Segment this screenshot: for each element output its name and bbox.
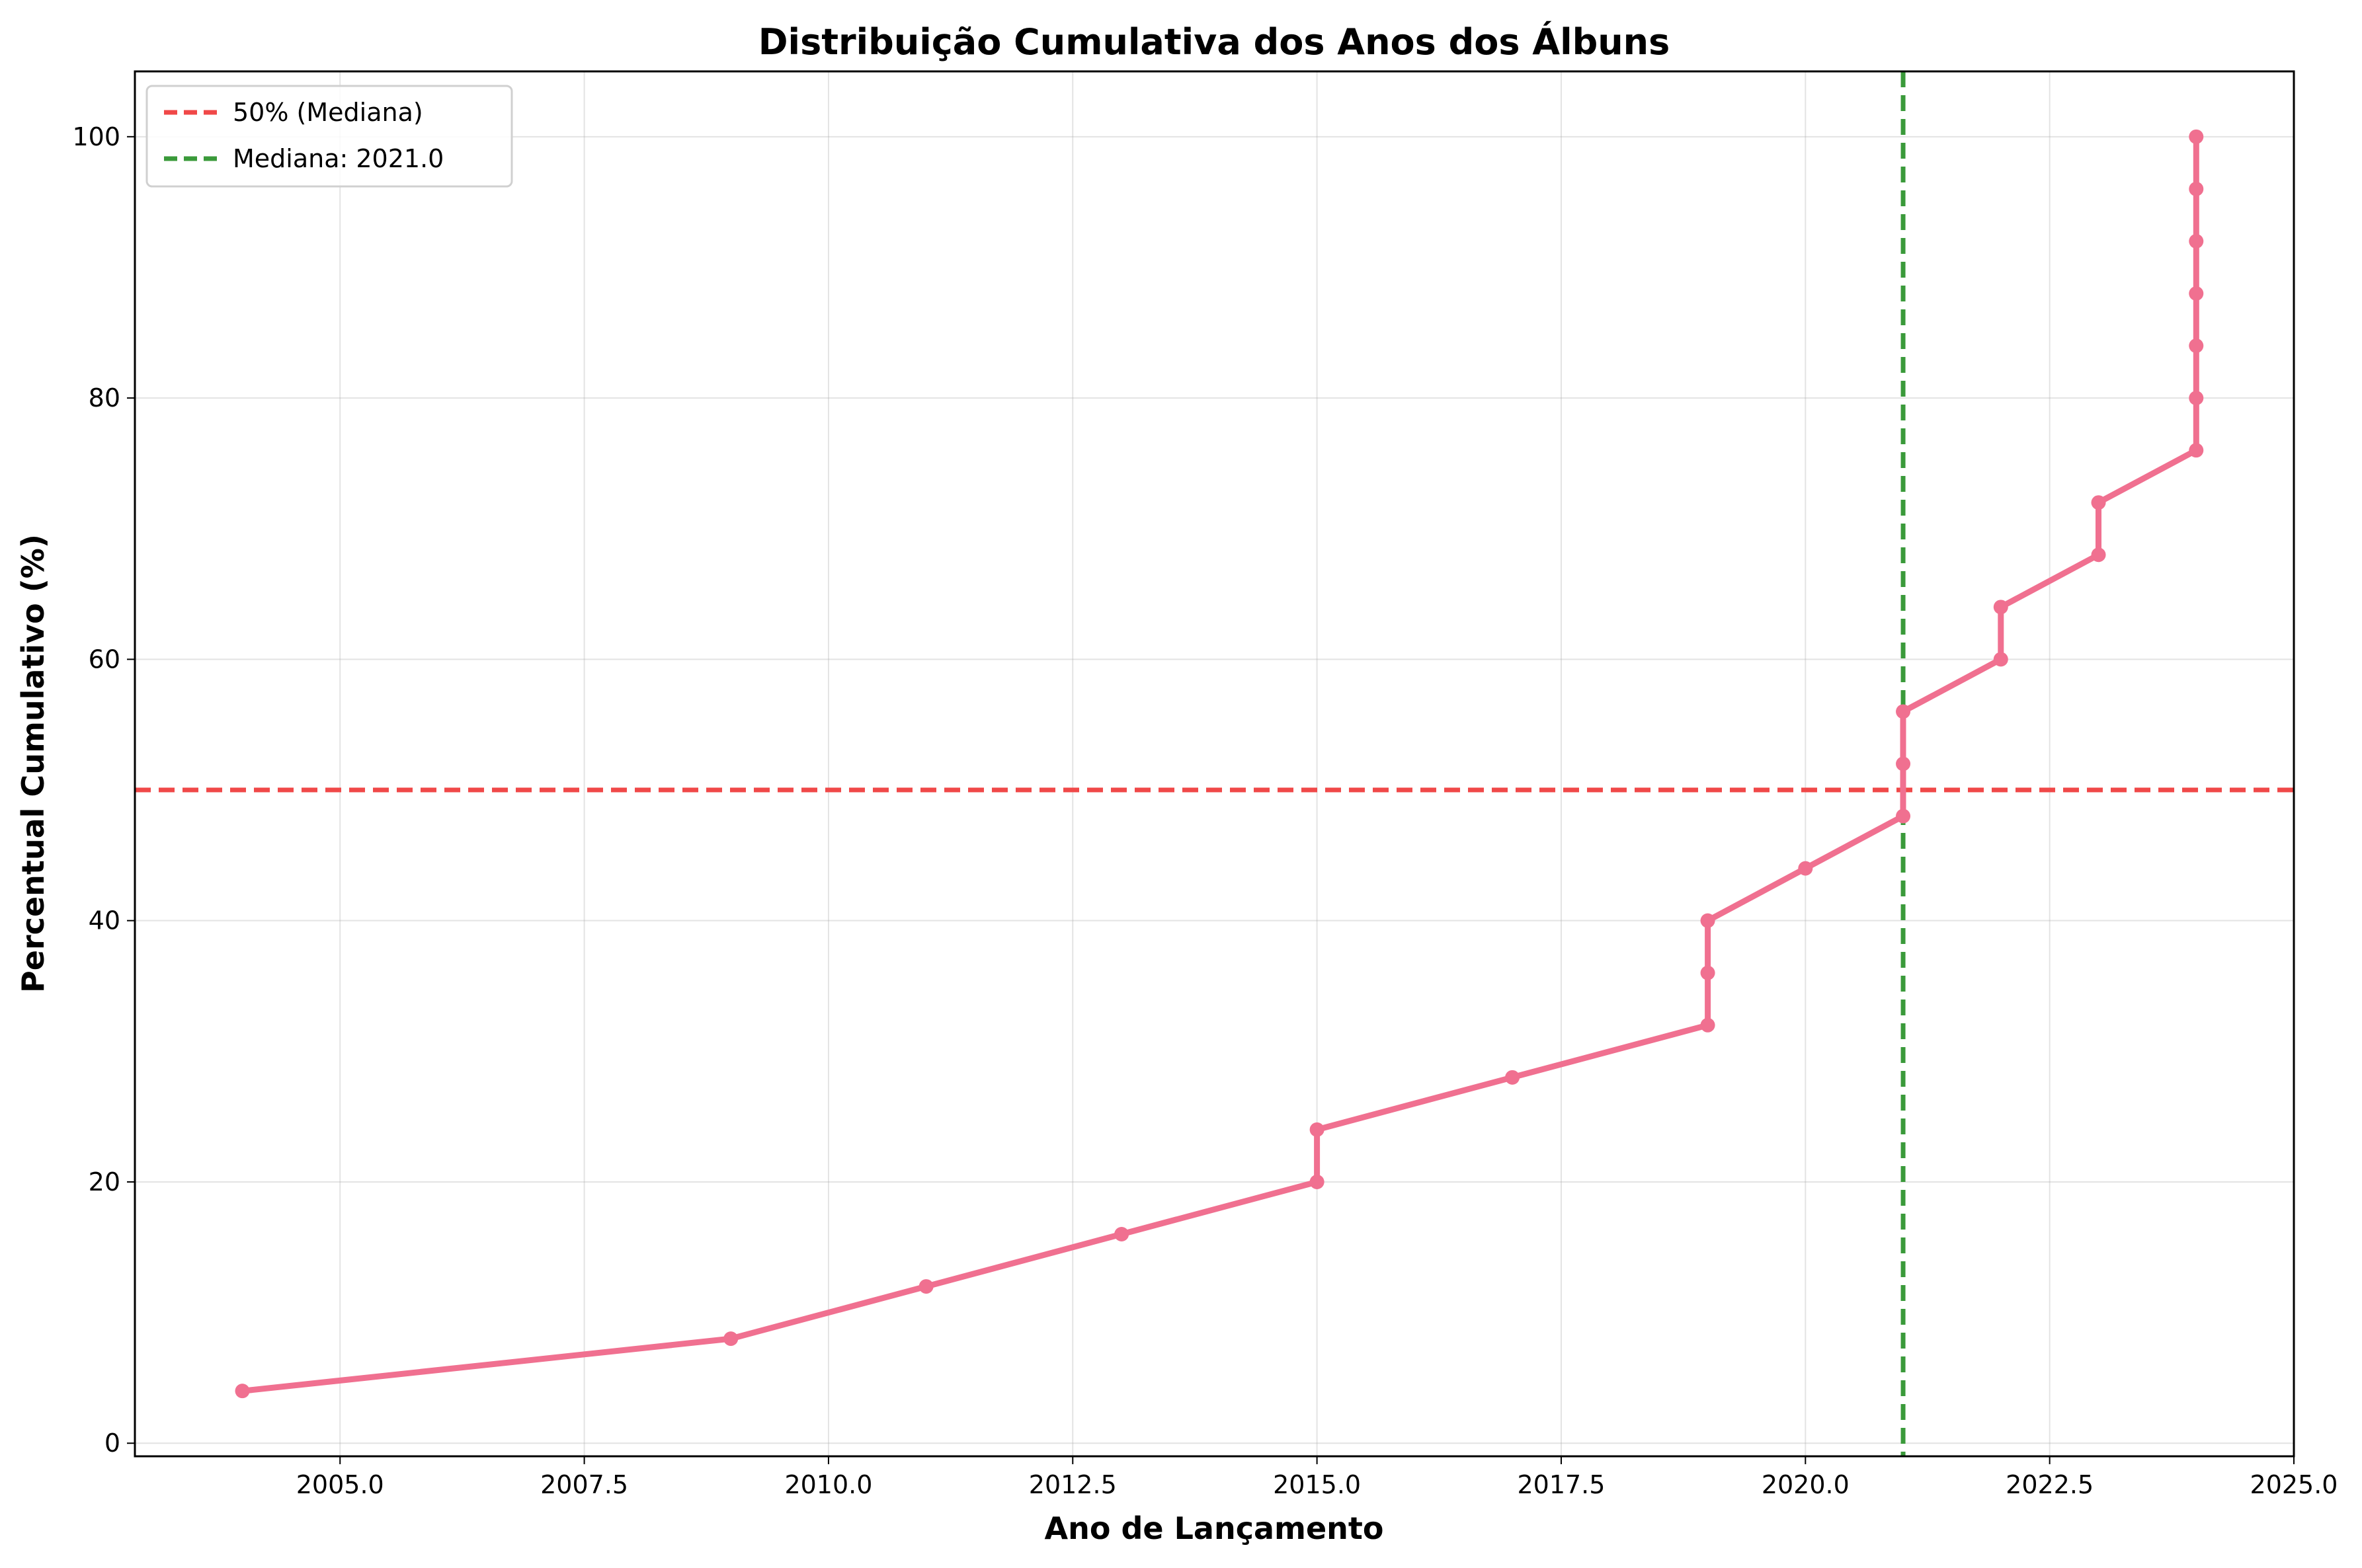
data-point: [1700, 965, 1715, 980]
y-tick-label: 100: [72, 122, 120, 151]
data-point: [1896, 756, 1911, 771]
x-tick-label: 2007.5: [540, 1470, 628, 1499]
data-point: [235, 1384, 250, 1399]
data-point: [1798, 861, 1813, 876]
y-tick-label: 0: [104, 1429, 120, 1458]
legend-box: [145, 85, 513, 188]
x-tick-label: 2005.0: [296, 1470, 384, 1499]
data-point: [1993, 652, 2008, 667]
data-point: [2091, 495, 2106, 510]
data-point: [1309, 1174, 1324, 1189]
grid-layer: [135, 71, 2295, 1456]
data-point: [1309, 1122, 1324, 1137]
legend-label-vertical-median: Mediana: 2021.0: [233, 144, 444, 173]
data-point: [1700, 1017, 1715, 1033]
data-point: [1993, 600, 2008, 615]
x-tick-label: 2010.0: [784, 1470, 872, 1499]
data-point: [2189, 129, 2204, 144]
y-tick-label: 20: [89, 1167, 120, 1196]
legend: 50% (Mediana) Mediana: 2021.0: [145, 85, 513, 188]
series-layer: [235, 129, 2204, 1399]
data-point: [1505, 1070, 1520, 1085]
data-point: [2189, 338, 2204, 354]
data-point: [2189, 391, 2204, 406]
data-point: [2189, 181, 2204, 196]
x-tick-label: 2017.5: [1517, 1470, 1605, 1499]
x-axis: 2005.0 2007.5 2010.0 2012.5 2015.0 2017.5 2020…: [296, 1456, 2338, 1499]
data-point: [2091, 547, 2106, 563]
data-point: [723, 1331, 739, 1347]
x-tick-label: 2020.0: [1762, 1470, 1850, 1499]
x-tick-label: 2025.0: [2250, 1470, 2338, 1499]
data-point: [1700, 913, 1715, 928]
data-point: [2189, 233, 2204, 249]
x-tick-label: 2015.0: [1273, 1470, 1361, 1499]
y-axis-label: Percentual Cumulativo (%): [15, 534, 51, 993]
data-point: [2189, 286, 2204, 301]
x-axis-label: Ano de Lançamento: [1045, 1510, 1384, 1546]
chart-title: Distribuição Cumulativa dos Anos dos Álb…: [758, 21, 1670, 63]
y-axis: 0 20 40 60 80 100: [72, 122, 135, 1458]
data-point: [2189, 443, 2204, 458]
data-point: [1896, 704, 1911, 719]
x-tick-label: 2022.5: [2006, 1470, 2094, 1499]
y-tick-label: 80: [89, 383, 120, 412]
y-tick-label: 40: [89, 906, 120, 935]
data-point: [918, 1279, 934, 1294]
reference-lines: [135, 71, 2294, 1456]
x-tick-label: 2012.5: [1029, 1470, 1117, 1499]
plot-frame: [134, 70, 2295, 1458]
data-point: [1114, 1227, 1129, 1242]
data-point: [1896, 808, 1911, 824]
legend-label-horizontal-median: 50% (Mediana): [233, 98, 423, 127]
y-tick-label: 60: [89, 645, 120, 674]
